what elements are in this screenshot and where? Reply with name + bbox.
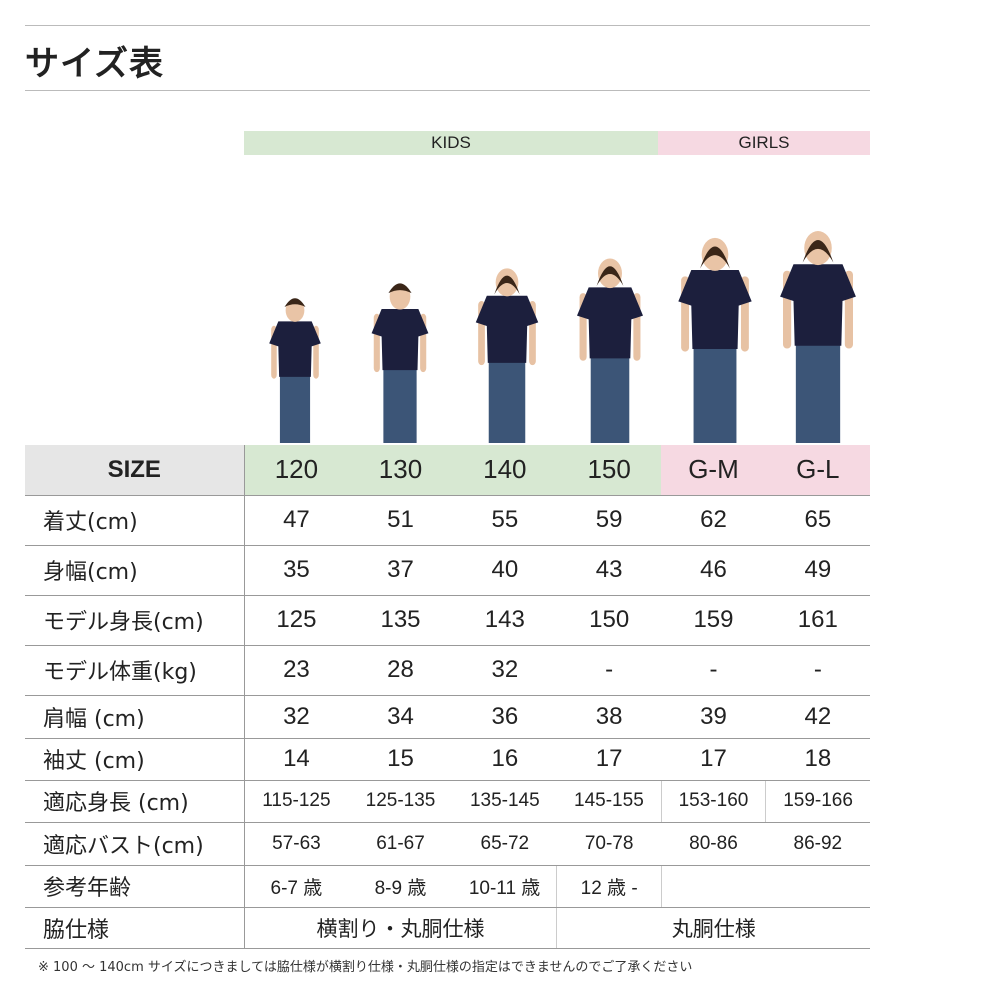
model-figure <box>780 231 856 443</box>
table-row: 適応身長 (cm) 115-125 125-135 135-145 145-155 153… <box>25 780 870 823</box>
table-cell: 横割り・丸胴仕様 <box>244 907 557 949</box>
table-row: 脇仕様 横割り・丸胴仕様 丸胴仕様 <box>25 907 870 949</box>
table-cell: 135-145 <box>452 780 557 823</box>
table-row: モデル体重(kg) 23 28 32- - - <box>25 645 870 696</box>
table-row: 参考年齢 6-7 歳 8-9 歳 10-11 歳 12 歳 - <box>25 865 870 908</box>
table-cell: 47 <box>244 495 349 546</box>
table-cell: 14 <box>244 738 349 781</box>
row-label: 適応身長 (cm) <box>25 780 245 823</box>
table-cell: 62 <box>661 495 766 546</box>
table-cell: 65 <box>765 495 870 546</box>
table-cell: 32 <box>244 695 349 739</box>
table-row: 袖丈 (cm) 14 15 16 17 17 18 <box>25 738 870 781</box>
size-row: SIZE 120 130 140 150 G-M G-L <box>25 445 870 496</box>
size-header-cell: 140 <box>452 445 557 496</box>
table-cell: 15 <box>348 738 453 781</box>
table-cell: 150 <box>556 595 662 646</box>
table-cell: - <box>556 645 662 696</box>
row-label: モデル体重(kg) <box>25 645 245 696</box>
model-figure <box>269 298 321 443</box>
table-cell: 159-166 <box>765 780 870 823</box>
table-cell: 23 <box>244 645 349 696</box>
table-cell: 125-135 <box>348 780 453 823</box>
size-header-cell: G-L <box>765 445 870 496</box>
size-header-cell: 130 <box>348 445 453 496</box>
top-divider <box>25 25 870 26</box>
table-cell: 39 <box>661 695 766 739</box>
table-cell: 65-72 <box>452 822 557 866</box>
table-cell: 80-86 <box>661 822 766 866</box>
table-cell: 8-9 歳 <box>348 865 453 908</box>
table-cell: 43 <box>556 545 662 596</box>
table-cell: 51 <box>348 495 453 546</box>
table-cell: 153-160 <box>660 780 766 823</box>
title-divider <box>25 90 870 91</box>
table-cell: 34 <box>348 695 453 739</box>
table-cell: 28 <box>348 645 453 696</box>
size-header-cell: 150 <box>556 445 662 496</box>
table-cell: 59 <box>556 495 662 546</box>
table-row: 着丈(cm) 47 51 55 59 62 65 <box>25 495 870 546</box>
size-label: SIZE <box>25 445 245 496</box>
table-cell: 135 <box>348 595 453 646</box>
table-cell: 70-78 <box>556 822 662 866</box>
table-cell: 145-155 <box>556 780 662 823</box>
table-cell: - <box>661 645 766 696</box>
table-cell: 159 <box>661 595 766 646</box>
size-table: SIZE 120 130 140 150 G-M G-L 着丈(cm) 47 51 55 59 62 65… <box>25 445 870 949</box>
table-row: 身幅(cm) 35 37 40 43 46 49 <box>25 545 870 596</box>
row-label: 肩幅 (cm) <box>25 695 245 739</box>
table-cell: 38 <box>556 695 662 739</box>
row-label: 参考年齢 <box>25 865 245 908</box>
footnote: ※ 100 ～ 140cm サイズにつきましては脇仕様が横割り仕様・丸胴仕様の指… <box>38 960 693 975</box>
table-cell: 35 <box>244 545 349 596</box>
row-label: モデル身長(cm) <box>25 595 245 646</box>
model-photos <box>269 231 856 443</box>
table-cell: 17 <box>556 738 662 781</box>
table-row: 肩幅 (cm) 32 34 36 38 39 42 <box>25 695 870 739</box>
table-cell: 46 <box>661 545 766 596</box>
table-cell: 36 <box>452 695 557 739</box>
size-header-cell: 120 <box>244 445 349 496</box>
table-cell: - <box>765 645 870 696</box>
table-cell: 丸胴仕様 <box>556 907 870 949</box>
model-figure <box>475 268 539 443</box>
empty-cell <box>660 865 870 908</box>
table-cell: 55 <box>452 495 557 546</box>
table-cell: 61-67 <box>348 822 453 866</box>
table-cell: 42 <box>765 695 870 739</box>
table-cell: 6-7 歳 <box>244 865 349 908</box>
table-cell: 86-92 <box>765 822 870 866</box>
row-label: 身幅(cm) <box>25 545 245 596</box>
table-cell: 49 <box>765 545 870 596</box>
table-cell: 57-63 <box>244 822 349 866</box>
table-row: 適応バスト(cm) 57-63 61-67 65-72 70-78 80-86 86-92 <box>25 822 870 866</box>
table-cell: 125 <box>244 595 349 646</box>
page-title: サイズ表 <box>25 44 164 84</box>
table-cell: 16 <box>452 738 557 781</box>
girls-group-header: GIRLS <box>658 131 870 155</box>
table-cell: 17 <box>661 738 766 781</box>
table-cell: 40 <box>452 545 557 596</box>
table-cell: 32 <box>452 645 557 696</box>
table-cell: 161 <box>765 595 870 646</box>
row-label: 適応バスト(cm) <box>25 822 245 866</box>
table-cell: 10-11 歳 <box>452 865 557 908</box>
model-figure <box>577 258 643 443</box>
table-cell: 115-125 <box>244 780 349 823</box>
row-label: 着丈(cm) <box>25 495 245 546</box>
table-cell: 143 <box>452 595 557 646</box>
table-row: モデル身長(cm) 125 135 143 150 159 161 <box>25 595 870 646</box>
table-cell: 18 <box>765 738 870 781</box>
table-cell: 12 歳 - <box>556 865 662 908</box>
row-label: 袖丈 (cm) <box>25 738 245 781</box>
size-header-cell: G-M <box>661 445 766 496</box>
model-figure <box>371 283 429 443</box>
table-cell: 37 <box>348 545 453 596</box>
row-label: 脇仕様 <box>25 907 245 949</box>
model-figure <box>678 237 752 443</box>
kids-group-header: KIDS <box>244 131 658 155</box>
